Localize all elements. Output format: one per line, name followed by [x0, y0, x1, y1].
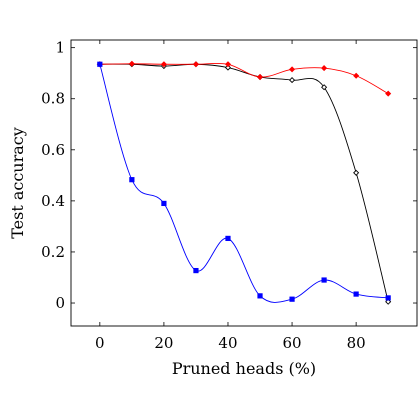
data-point — [192, 61, 199, 68]
data-point — [321, 277, 327, 283]
axis-ticks: 0 20 40 60 80 0 0.2 0.4 0.6 0.8 1 — [41, 39, 417, 352]
plot-frame — [70, 39, 418, 327]
x-tick-label: 0 — [95, 334, 105, 352]
series-3 — [97, 61, 391, 303]
data-point — [256, 73, 264, 81]
data-point — [160, 61, 167, 68]
series-line — [99, 62, 389, 95]
data-point — [97, 61, 103, 67]
data-point — [289, 66, 296, 73]
data-point — [129, 177, 135, 183]
data-point — [224, 61, 232, 68]
data-point — [321, 65, 328, 72]
data-point — [353, 291, 359, 297]
data-point — [224, 64, 232, 71]
y-tick-label: 0.4 — [41, 192, 65, 210]
data-point — [257, 293, 263, 299]
x-tick-label: 40 — [218, 334, 237, 352]
y-tick-label: 0.2 — [41, 243, 65, 261]
data-point — [289, 77, 296, 84]
y-tick-label: 1 — [55, 39, 65, 57]
data-point — [289, 296, 295, 302]
data-point — [193, 267, 199, 274]
series-1 — [96, 61, 392, 305]
data-point — [128, 60, 135, 67]
data-point — [385, 90, 392, 97]
y-tick-label: 0.8 — [41, 90, 65, 108]
y-axis-label: Test accuracy — [8, 127, 27, 239]
x-axis-label: Pruned heads (%) — [172, 359, 316, 378]
series-line — [99, 63, 389, 302]
data-point — [321, 84, 328, 91]
y-tick-label: 0 — [55, 294, 65, 312]
x-tick-label: 80 — [347, 334, 366, 352]
series-line — [99, 64, 389, 303]
data-point — [385, 298, 392, 305]
data-point — [385, 295, 391, 301]
x-tick-label: 60 — [283, 334, 302, 352]
series-2 — [96, 60, 392, 97]
y-tick-label: 0.6 — [41, 141, 65, 159]
data-point — [353, 169, 360, 176]
data-point — [161, 200, 167, 207]
series-layer — [96, 60, 392, 305]
x-tick-label: 20 — [154, 334, 173, 352]
data-point — [225, 235, 231, 242]
data-point — [353, 72, 360, 79]
